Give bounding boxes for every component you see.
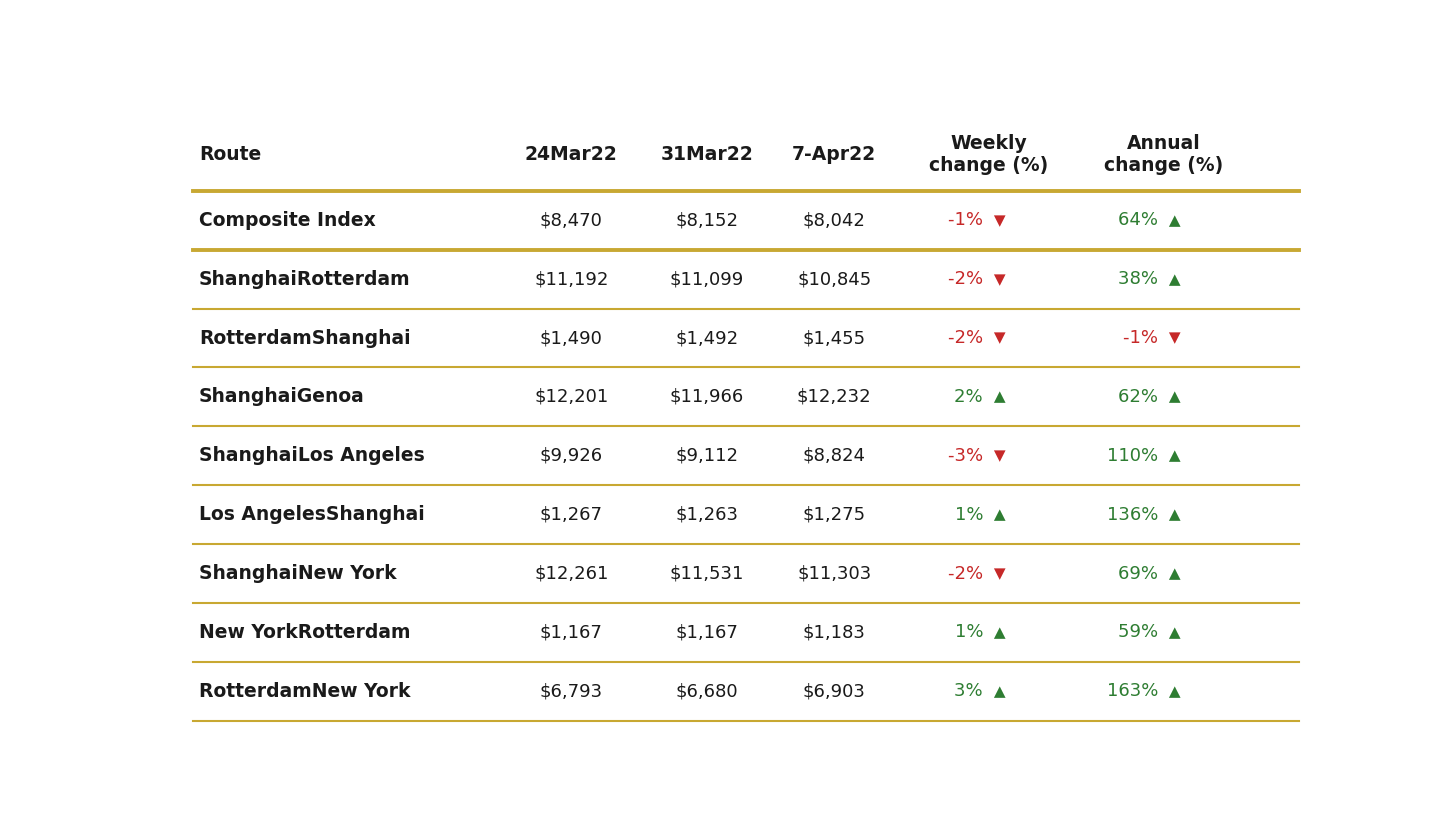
Text: $12,201: $12,201: [534, 388, 609, 406]
Text: $11,192: $11,192: [534, 270, 609, 288]
Text: -1%: -1%: [948, 211, 989, 229]
Text: $6,903: $6,903: [802, 682, 866, 700]
Text: ShanghaiGenoa: ShanghaiGenoa: [199, 387, 364, 406]
Text: New YorkRotterdam: New YorkRotterdam: [199, 623, 411, 642]
Text: Annual
change (%): Annual change (%): [1104, 133, 1223, 175]
Text: ▲: ▲: [989, 507, 1006, 522]
Text: ▲: ▲: [1163, 625, 1181, 640]
Text: $8,824: $8,824: [802, 447, 866, 465]
Text: Los AngelesShanghai: Los AngelesShanghai: [199, 505, 425, 524]
Text: $10,845: $10,845: [796, 270, 871, 288]
Text: $11,303: $11,303: [796, 564, 871, 583]
Text: ▼: ▼: [1163, 330, 1181, 345]
Text: ▲: ▲: [1163, 213, 1181, 227]
Text: 136%: 136%: [1107, 506, 1163, 523]
Text: $1,275: $1,275: [802, 506, 866, 523]
Text: ▲: ▲: [989, 390, 1006, 405]
Text: $1,490: $1,490: [540, 329, 603, 347]
Text: $8,042: $8,042: [802, 211, 866, 229]
Text: -3%: -3%: [948, 447, 989, 465]
Text: $1,267: $1,267: [540, 506, 603, 523]
Text: ▲: ▲: [1163, 448, 1181, 463]
Text: -2%: -2%: [948, 564, 989, 583]
Text: $11,531: $11,531: [670, 564, 744, 583]
Text: ▼: ▼: [989, 330, 1006, 345]
Text: 2%: 2%: [955, 388, 989, 406]
Text: $11,966: $11,966: [670, 388, 744, 406]
Text: ▼: ▼: [989, 566, 1006, 581]
Text: $1,167: $1,167: [540, 624, 603, 641]
Text: $12,232: $12,232: [796, 388, 872, 406]
Text: $9,112: $9,112: [676, 447, 738, 465]
Text: $8,470: $8,470: [540, 211, 603, 229]
Text: 62%: 62%: [1118, 388, 1163, 406]
Text: ▲: ▲: [989, 625, 1006, 640]
Text: ▼: ▼: [989, 213, 1006, 227]
Text: ▼: ▼: [989, 448, 1006, 463]
Text: 38%: 38%: [1118, 270, 1163, 288]
Text: -2%: -2%: [948, 270, 989, 288]
Text: 1%: 1%: [955, 506, 989, 523]
Text: 1%: 1%: [955, 624, 989, 641]
Text: ▲: ▲: [1163, 272, 1181, 287]
Text: RotterdamNew York: RotterdamNew York: [199, 681, 411, 700]
Text: ▲: ▲: [1163, 507, 1181, 522]
Text: $1,455: $1,455: [802, 329, 866, 347]
Text: 59%: 59%: [1118, 624, 1163, 641]
Text: ▲: ▲: [1163, 684, 1181, 699]
Text: ShanghaiRotterdam: ShanghaiRotterdam: [199, 269, 411, 288]
Text: ▲: ▲: [989, 684, 1006, 699]
Text: $1,492: $1,492: [676, 329, 738, 347]
Text: 7-Apr22: 7-Apr22: [792, 145, 877, 164]
Text: 110%: 110%: [1107, 447, 1163, 465]
Text: RotterdamShanghai: RotterdamShanghai: [199, 329, 411, 348]
Text: 163%: 163%: [1107, 682, 1163, 700]
Text: Composite Index: Composite Index: [199, 211, 376, 230]
Text: 24Mar22: 24Mar22: [526, 145, 617, 164]
Text: Weekly
change (%): Weekly change (%): [929, 133, 1048, 175]
Text: 31Mar22: 31Mar22: [661, 145, 753, 164]
Text: ▲: ▲: [1163, 566, 1181, 581]
Text: $11,099: $11,099: [670, 270, 744, 288]
Text: $6,793: $6,793: [540, 682, 603, 700]
Text: $1,183: $1,183: [802, 624, 866, 641]
Text: $6,680: $6,680: [676, 682, 738, 700]
Text: $1,263: $1,263: [676, 506, 738, 523]
Text: 64%: 64%: [1118, 211, 1163, 229]
Text: ShanghaiLos Angeles: ShanghaiLos Angeles: [199, 447, 425, 466]
Text: ▲: ▲: [1163, 390, 1181, 405]
Text: $12,261: $12,261: [534, 564, 609, 583]
Text: $1,167: $1,167: [676, 624, 738, 641]
Text: -1%: -1%: [1123, 329, 1163, 347]
Text: ▼: ▼: [989, 272, 1006, 287]
Text: Route: Route: [199, 145, 261, 164]
Text: $8,152: $8,152: [676, 211, 738, 229]
Text: 69%: 69%: [1118, 564, 1163, 583]
Text: $9,926: $9,926: [540, 447, 603, 465]
Text: 3%: 3%: [955, 682, 989, 700]
Text: ShanghaiNew York: ShanghaiNew York: [199, 564, 396, 583]
Text: -2%: -2%: [948, 329, 989, 347]
